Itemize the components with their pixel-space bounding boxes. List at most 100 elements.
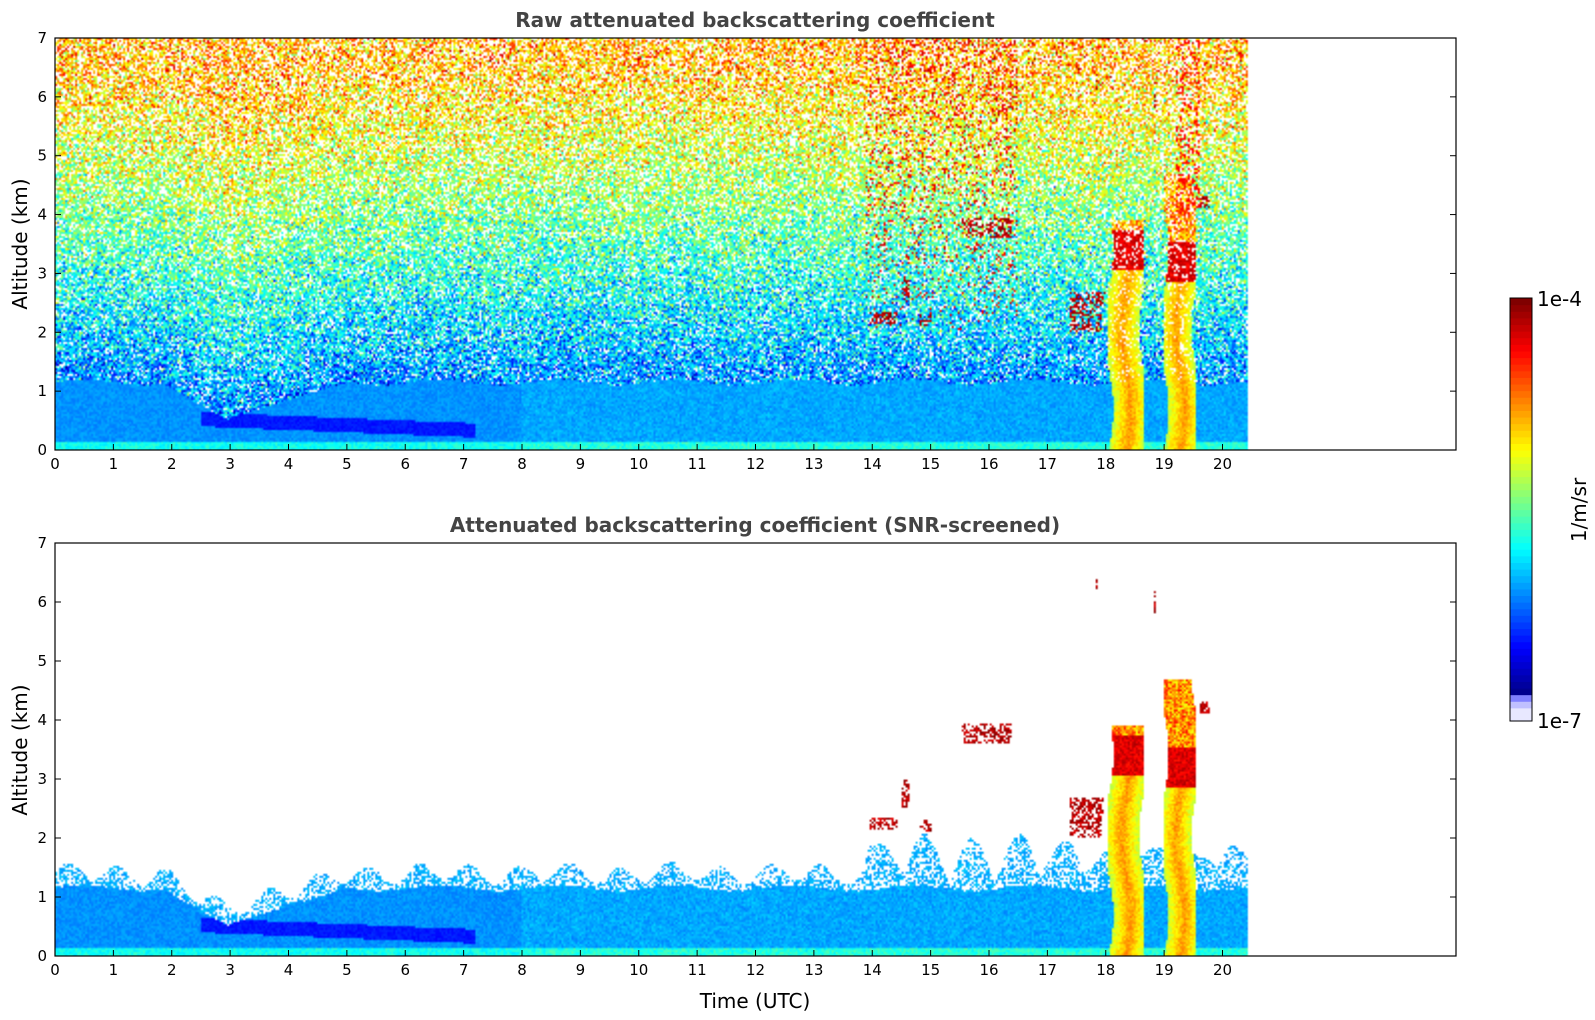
x-tick-label: 0 (50, 455, 60, 473)
y-tick-label: 3 (37, 264, 47, 282)
colorbar-step (1510, 489, 1532, 497)
colorbar-step (1510, 383, 1532, 392)
colorbar-step (1510, 588, 1532, 597)
colorbar-step (1510, 674, 1532, 682)
colorbar-step (1510, 311, 1532, 319)
x-tick-label: 17 (1038, 961, 1057, 979)
colorbar-step (1510, 542, 1532, 550)
colorbar-step (1510, 555, 1532, 563)
colorbar-step (1510, 450, 1532, 458)
colorbar-frame (1509, 297, 1533, 722)
x-tick-label: 3 (225, 961, 235, 979)
y-tick-label: 5 (37, 652, 47, 670)
x-tick-label: 16 (979, 455, 998, 473)
x-tick-label: 9 (576, 961, 586, 979)
y-tick-label: 2 (37, 323, 47, 341)
x-tick-label: 6 (400, 455, 410, 473)
colorbar-step (1510, 397, 1532, 405)
x-tick-label: 18 (1096, 961, 1115, 979)
colorbar-step (1510, 430, 1532, 438)
colorbar-step (1510, 549, 1532, 557)
colorbar-step (1510, 701, 1532, 709)
colorbar-step (1510, 687, 1532, 696)
x-tick-label: 1 (109, 961, 119, 979)
x-tick-label: 10 (629, 961, 648, 979)
colorbar-step (1510, 483, 1532, 491)
y-tick-label: 4 (37, 206, 47, 224)
colorbar-step (1510, 304, 1532, 312)
y-tick-label: 6 (37, 88, 47, 106)
colorbar-step (1510, 443, 1532, 451)
panel-screened-ylabel: Altitude (km) (8, 684, 32, 815)
x-tick-label: 17 (1038, 455, 1057, 473)
colorbar-step (1510, 621, 1532, 630)
panel-raw-ylabel: Altitude (km) (8, 178, 32, 309)
colorbar: 1e-4 1e-7 1/m/sr (1509, 287, 1591, 733)
y-tick-label: 2 (37, 829, 47, 847)
y-tick-label: 7 (37, 29, 47, 47)
panel-screened: Attenuated backscattering coefficient (S… (8, 513, 1457, 1013)
x-tick-label: 2 (167, 961, 177, 979)
colorbar-step (1510, 654, 1532, 663)
x-tick-label: 8 (517, 961, 527, 979)
x-tick-label: 3 (225, 455, 235, 473)
colorbar-step (1510, 608, 1532, 616)
colorbar-step (1510, 298, 1532, 306)
x-tick-label: 2 (167, 455, 177, 473)
x-tick-label: 16 (979, 961, 998, 979)
x-tick-label: 19 (1155, 455, 1174, 473)
colorbar-step (1510, 337, 1532, 345)
x-tick-label: 10 (629, 455, 648, 473)
x-tick-label: 4 (284, 961, 294, 979)
x-tick-label: 19 (1155, 961, 1174, 979)
colorbar-step (1510, 370, 1532, 378)
colorbar-step (1510, 529, 1532, 537)
x-tick-label: 7 (459, 961, 469, 979)
y-tick-label: 1 (37, 382, 47, 400)
y-tick-label: 4 (37, 711, 47, 729)
x-tick-label: 14 (863, 455, 882, 473)
colorbar-min-label: 1e-7 (1537, 709, 1582, 733)
colorbar-step (1510, 635, 1532, 643)
colorbar-step (1510, 562, 1532, 570)
colorbar-step (1510, 436, 1532, 445)
x-tick-label: 15 (921, 961, 940, 979)
colorbar-step (1510, 502, 1532, 511)
colorbar-step (1510, 331, 1532, 339)
x-tick-label: 18 (1096, 455, 1115, 473)
panel-raw: Raw attenuated backscattering coefficien… (8, 8, 1457, 473)
colorbar-step (1510, 714, 1532, 722)
x-tick-label: 0 (50, 961, 60, 979)
colorbar-step (1510, 641, 1532, 649)
colorbar-step (1510, 668, 1532, 676)
x-tick-label: 7 (459, 455, 469, 473)
colorbar-step (1510, 476, 1532, 484)
colorbar-step (1510, 357, 1532, 365)
y-tick-label: 1 (37, 888, 47, 906)
colorbar-step (1510, 416, 1532, 425)
colorbar-step (1510, 456, 1532, 464)
x-tick-label: 1 (109, 455, 119, 473)
colorbar-step (1510, 324, 1532, 332)
x-tick-label: 6 (400, 961, 410, 979)
colorbar-step (1510, 661, 1532, 669)
colorbar-step (1510, 463, 1532, 471)
x-tick-label: 5 (342, 961, 352, 979)
panel-screened-xlabel: Time (UTC) (699, 989, 811, 1013)
x-tick-label: 14 (863, 961, 882, 979)
colorbar-step (1510, 602, 1532, 610)
x-tick-label: 5 (342, 455, 352, 473)
colorbar-step (1510, 648, 1532, 656)
colorbar-step (1510, 707, 1532, 715)
colorbar-step (1510, 423, 1532, 431)
x-tick-label: 8 (517, 455, 527, 473)
x-tick-label: 9 (576, 455, 586, 473)
colorbar-step (1510, 469, 1532, 478)
colorbar-step (1510, 615, 1532, 623)
colorbar-step (1510, 509, 1532, 517)
y-tick-label: 6 (37, 593, 47, 611)
colorbar-step (1510, 516, 1532, 524)
colorbar-step (1510, 377, 1532, 385)
